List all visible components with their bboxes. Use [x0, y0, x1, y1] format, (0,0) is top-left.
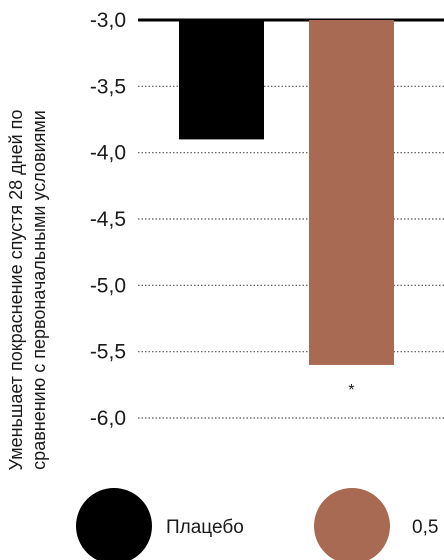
y-tick-label: -4,5	[90, 208, 126, 231]
y-tick-label: -5,5	[90, 341, 126, 364]
legend-swatch	[76, 488, 152, 560]
y-axis-label: Уменьшает покраснение спустя 28 дней по с…	[6, 110, 49, 471]
y-tick-label: -3,5	[90, 75, 126, 98]
y-tick-label: -4,0	[90, 142, 126, 165]
y-tick-labels: -3,0 -3,5 -4,0 -4,5 -5,0 -5,5 -6,0	[90, 9, 126, 430]
y-tick-label: -5,0	[90, 274, 126, 297]
legend-label: 0,5	[412, 517, 438, 538]
y-axis-title-line: сравнению с первоначальными условиями	[29, 110, 49, 470]
legend-label: Плацебо	[166, 517, 244, 538]
y-tick-label: -3,0	[90, 9, 126, 32]
bar-treatment	[309, 20, 394, 365]
annotations: *	[348, 382, 354, 399]
y-axis-title: Уменьшает покраснение спустя 28 дней по с…	[6, 110, 49, 471]
bars	[179, 20, 394, 365]
y-axis-title-line: Уменьшает покраснение спустя 28 дней по	[6, 110, 26, 471]
y-tick-label: -6,0	[90, 407, 126, 430]
legend: Плацебо 0,5	[76, 488, 438, 560]
significance-marker: *	[348, 382, 354, 399]
legend-swatch	[314, 488, 390, 560]
bar-placebo	[179, 20, 264, 140]
